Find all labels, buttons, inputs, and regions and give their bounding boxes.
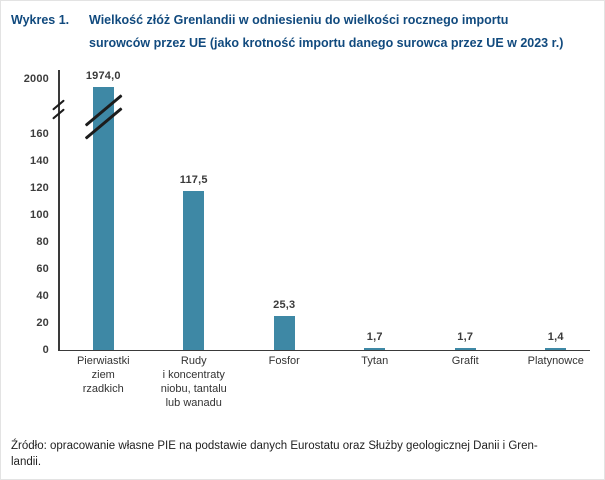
bar-value-label: 1,7: [366, 330, 383, 343]
y-axis-tick-label: 40: [36, 290, 49, 302]
source-line-1: Źródło: opracowanie własne PIE na podsta…: [11, 440, 538, 452]
bar: [545, 348, 567, 350]
y-axis-tick-label: 160: [30, 128, 49, 140]
x-axis-category-label: Grafit: [451, 355, 479, 367]
bar-group: 25,3: [239, 68, 330, 350]
bar-value-label: 1974,0: [85, 70, 121, 82]
y-axis-tick-label: 20: [36, 317, 49, 329]
bar: [364, 347, 386, 350]
bar-value-label: 25,3: [273, 298, 296, 311]
x-axis-category-label: Fosfor: [268, 355, 300, 367]
bar-group: 1,7: [330, 68, 421, 350]
source-line-2: landii.: [11, 456, 42, 468]
bar: [183, 191, 205, 350]
bar: [92, 87, 114, 350]
bar-value-label: 1,7: [457, 330, 474, 343]
y-axis-tick-label-upper: 2000: [23, 73, 49, 85]
y-axis-tick-label: 140: [30, 155, 49, 167]
bar-group: 117,5: [149, 68, 240, 350]
x-axis-category-label: Rudy i koncentraty niobu, tantalu lub wa…: [160, 355, 227, 409]
bar-value-label: 117,5: [179, 174, 208, 187]
y-axis: 0 20 40 60 80 100 120 140 160 2000: [1, 68, 49, 356]
x-axis-line: [58, 349, 590, 351]
source-note: Źródło: opracowanie własne PIE na podsta…: [11, 438, 601, 470]
x-axis-category-label: Pierwiastki ziem rzadkich: [76, 355, 130, 395]
bar-group: 1974,0: [58, 68, 149, 350]
chart-title-line-1: Wielkość złóż Grenlandii w odniesieniu d…: [89, 13, 509, 27]
y-axis-tick-label: 100: [30, 209, 49, 221]
x-axis-category-label: Platynowce: [527, 355, 584, 367]
y-axis-tick-label: 60: [36, 263, 49, 275]
chart-header: Wykres 1. Wielkość złóż Grenlandii w odn…: [11, 9, 563, 55]
plot-area: 1974,0 117,5 25,3 1,7 1,7 1,4: [52, 68, 602, 351]
y-axis-line: [58, 70, 60, 350]
chart-title-line-2: surowców przez UE (jako krotność importu…: [89, 36, 564, 50]
bar: [273, 315, 295, 350]
y-axis-tick-label: 80: [36, 236, 49, 248]
y-axis-tick-label: 0: [42, 344, 49, 356]
chart-title: Wielkość złóż Grenlandii w odniesieniu d…: [89, 9, 563, 55]
bar: [454, 347, 476, 350]
x-axis-labels: Pierwiastki ziem rzadkich Rudy i koncentr…: [58, 354, 601, 410]
bar-group: 1,7: [420, 68, 511, 350]
bar-group: 1,4: [511, 68, 602, 350]
y-axis-tick-label: 120: [30, 182, 49, 194]
x-axis-category-label: Tytan: [361, 355, 389, 367]
bar-value-label: 1,4: [547, 331, 564, 343]
chart-number-label: Wykres 1.: [11, 13, 70, 27]
